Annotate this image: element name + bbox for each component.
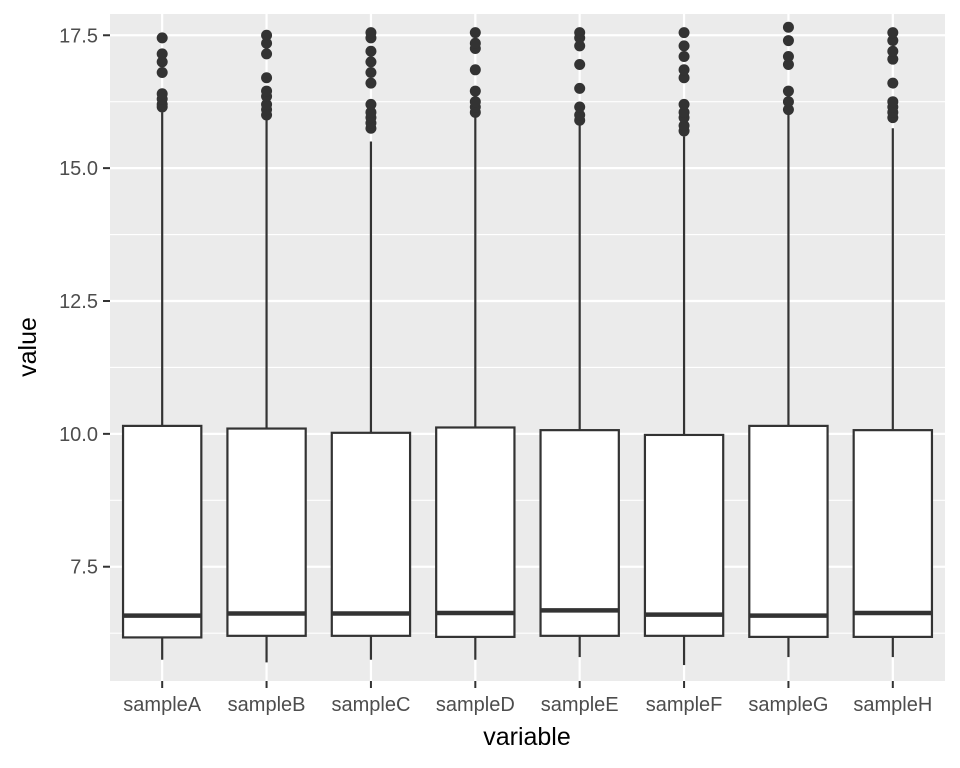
x-tick-label: sampleH	[853, 694, 932, 716]
box-body	[330, 431, 412, 637]
x-tick-label: sampleD	[436, 694, 515, 716]
y-tick-label: 17.5	[59, 25, 98, 47]
outlier-point	[365, 45, 377, 57]
outlier-point	[469, 96, 481, 108]
outlier-point	[678, 40, 690, 52]
outlier-point	[156, 48, 168, 60]
outlier-point	[782, 35, 794, 47]
outlier-point	[574, 58, 586, 70]
y-tick-label: 7.5	[70, 557, 98, 579]
outlier-point	[365, 56, 377, 68]
outlier-point	[887, 27, 899, 39]
outlier-point	[678, 106, 690, 118]
outlier-point	[782, 85, 794, 97]
x-tick-label: sampleB	[228, 694, 306, 716]
box-body	[226, 427, 307, 637]
box-sampleA	[121, 32, 203, 660]
outlier-point	[261, 72, 273, 84]
outlier-point	[887, 35, 899, 47]
outlier-point	[261, 37, 273, 49]
outlier-point	[678, 98, 690, 110]
outlier-point	[365, 27, 377, 39]
outlier-point	[365, 98, 377, 110]
outlier-point	[678, 51, 690, 63]
outlier-point	[782, 21, 794, 33]
y-tick-label: 12.5	[59, 291, 98, 313]
box-body	[435, 426, 516, 638]
outlier-point	[469, 64, 481, 76]
y-axis-title: value	[14, 317, 42, 377]
box-sampleB	[226, 29, 307, 663]
box-body	[852, 429, 934, 638]
box-body	[121, 424, 203, 639]
outlier-point	[782, 96, 794, 108]
outlier-point	[782, 58, 794, 70]
outlier-point	[887, 96, 899, 108]
outlier-point	[261, 85, 273, 97]
boxes	[121, 21, 934, 666]
box-body	[643, 433, 725, 637]
outlier-point	[782, 51, 794, 63]
outlier-point	[574, 109, 586, 121]
y-tick-label: 15.0	[59, 158, 98, 180]
outlier-point	[887, 45, 899, 57]
axis-ticks: 7.5 10.0 12.5 15.0 17.5 sampleA sampleB sampleC…	[59, 25, 932, 716]
outlier-point	[678, 27, 690, 39]
outlier-point	[678, 72, 690, 84]
box-sampleF	[643, 27, 725, 666]
x-tick-label: sampleC	[331, 694, 410, 716]
outlier-point	[678, 64, 690, 76]
box-body	[539, 429, 620, 637]
y-tick-label: 10.0	[59, 424, 98, 446]
outlier-point	[678, 120, 690, 132]
outlier-point	[156, 88, 168, 100]
box-sampleG	[748, 21, 829, 658]
box-body	[748, 424, 829, 638]
outlier-point	[574, 40, 586, 52]
outlier-point	[261, 29, 273, 41]
outlier-point	[469, 27, 481, 39]
outlier-point	[574, 101, 586, 113]
x-tick-label: sampleF	[646, 694, 723, 716]
outlier-point	[365, 106, 377, 118]
outlier-point	[365, 77, 377, 89]
outlier-point	[782, 104, 794, 116]
box-sampleE	[539, 27, 620, 658]
x-tick-label: sampleA	[123, 694, 201, 716]
x-axis-title: variable	[483, 723, 571, 751]
outlier-point	[574, 27, 586, 39]
outlier-point	[365, 66, 377, 78]
x-tick-label: sampleG	[748, 694, 828, 716]
outlier-point	[574, 82, 586, 94]
x-tick-label: sampleE	[541, 694, 619, 716]
outlier-point	[156, 32, 168, 44]
outlier-point	[469, 85, 481, 97]
outlier-point	[156, 66, 168, 78]
outlier-point	[261, 48, 273, 60]
outlier-point	[887, 77, 899, 89]
outlier-point	[887, 53, 899, 65]
box-sampleH	[852, 27, 934, 658]
box-sampleC	[330, 27, 412, 660]
outlier-point	[156, 56, 168, 68]
box-sampleD	[435, 27, 516, 660]
outlier-point	[469, 37, 481, 49]
outlier-point	[261, 98, 273, 110]
